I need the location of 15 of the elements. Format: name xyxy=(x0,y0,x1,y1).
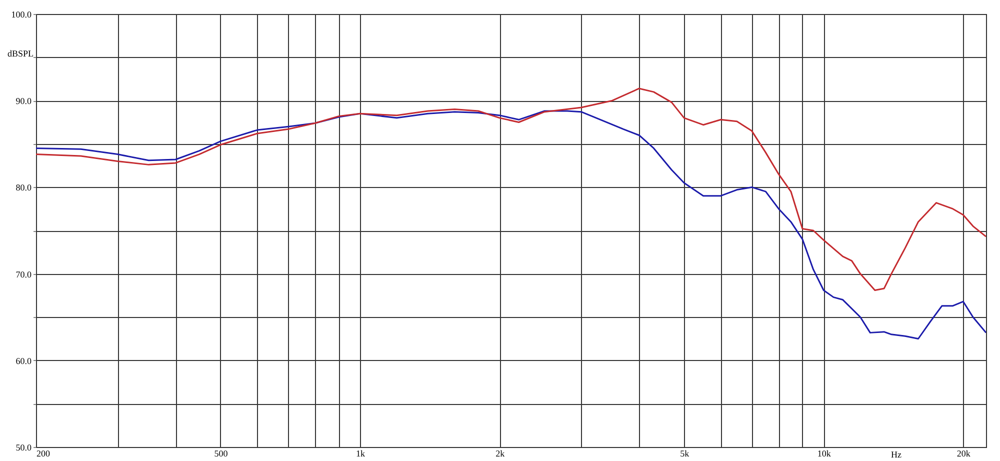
x-tick-label: 1k xyxy=(356,448,366,458)
x-tick-label: 500 xyxy=(214,448,228,458)
y-tick-label: 90.0 xyxy=(16,96,32,106)
x-axis-title: Hz xyxy=(891,450,902,460)
y-tick-label: 60.0 xyxy=(16,356,32,366)
y-tick-label: 80.0 xyxy=(16,182,32,193)
x-tick-label: 10k xyxy=(817,448,832,458)
x-tick-label: 5k xyxy=(680,448,690,458)
x-tick-label: 20k xyxy=(956,448,971,458)
y-tick-label: 100.0 xyxy=(11,10,32,20)
x-tick-label: 2k xyxy=(496,448,506,458)
y-axis-title: dBSPL xyxy=(7,48,34,58)
y-tick-label: 70.0 xyxy=(16,269,32,280)
x-tick-label: 200 xyxy=(36,448,50,458)
y-tick-label: 50.0 xyxy=(16,442,32,452)
